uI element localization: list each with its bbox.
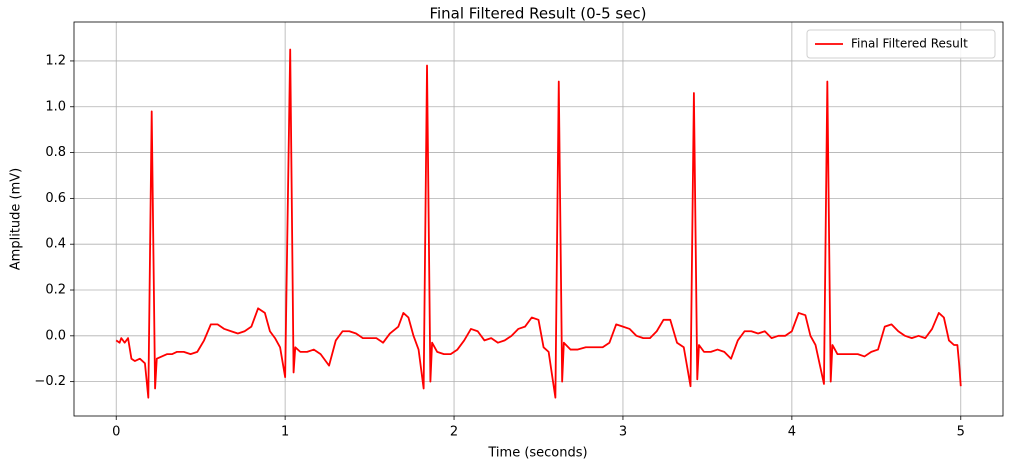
y-tick-label: 1.0 [45,99,66,114]
y-tick-label: −0.2 [34,374,66,389]
x-tick-label: 5 [957,425,965,440]
x-tick-label: 3 [619,425,627,440]
data-line [115,48,962,399]
x-tick-label: 4 [788,425,796,440]
y-tick-label: 1.2 [45,53,66,68]
x-tick-label: 0 [112,425,120,440]
legend-box [806,29,996,59]
y-axis-label: Amplitude (mV) [9,168,24,270]
y-tick-label: 0.0 [45,328,66,343]
y-tick-label: 0.4 [45,237,66,252]
x-tick-label: 2 [450,425,458,440]
legend-label: Final Filtered Result [851,37,968,51]
chart-title: Final Filtered Result (0-5 sec) [429,5,646,23]
y-tick-label: 0.2 [45,283,66,298]
y-tick-label: 0.8 [45,145,66,160]
plot-frame [73,21,1004,417]
x-tick-label: 1 [281,425,289,440]
y-tick-label: 0.6 [45,191,66,206]
x-axis-label: Time (seconds) [487,446,587,461]
